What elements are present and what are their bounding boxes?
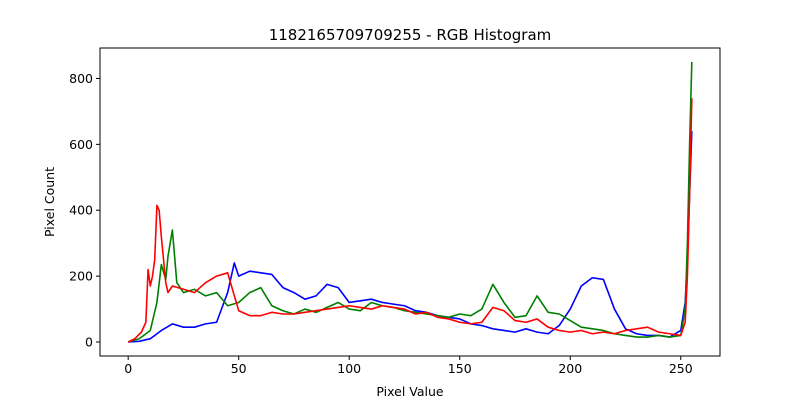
y-tick-label: 0 [85,335,93,350]
y-axis-label: Pixel Count [42,167,57,237]
chart-title: 1182165709709255 - RGB Histogram [269,26,552,44]
x-tick-label: 50 [231,361,247,376]
x-tick-label: 150 [448,361,472,376]
x-axis-ticks: 0 50 100 150 200 250 [124,356,693,376]
x-tick-label: 100 [337,361,361,376]
axes-frame [99,47,721,357]
x-tick-label: 200 [558,361,582,376]
series-layer [127,61,693,343]
x-tick-label: 0 [124,361,132,376]
series-line-1 [127,61,693,343]
y-tick-label: 800 [69,71,93,86]
y-axis-ticks: 0 200 400 600 800 [69,71,100,350]
y-tick-label: 200 [69,269,93,284]
x-axis-label: Pixel Value [376,384,444,399]
series-line-2 [127,98,693,343]
y-tick-label: 600 [69,137,93,152]
y-tick-label: 400 [69,203,93,218]
plot-area [99,47,721,357]
series-line-0 [128,131,693,343]
x-tick-label: 250 [669,361,693,376]
